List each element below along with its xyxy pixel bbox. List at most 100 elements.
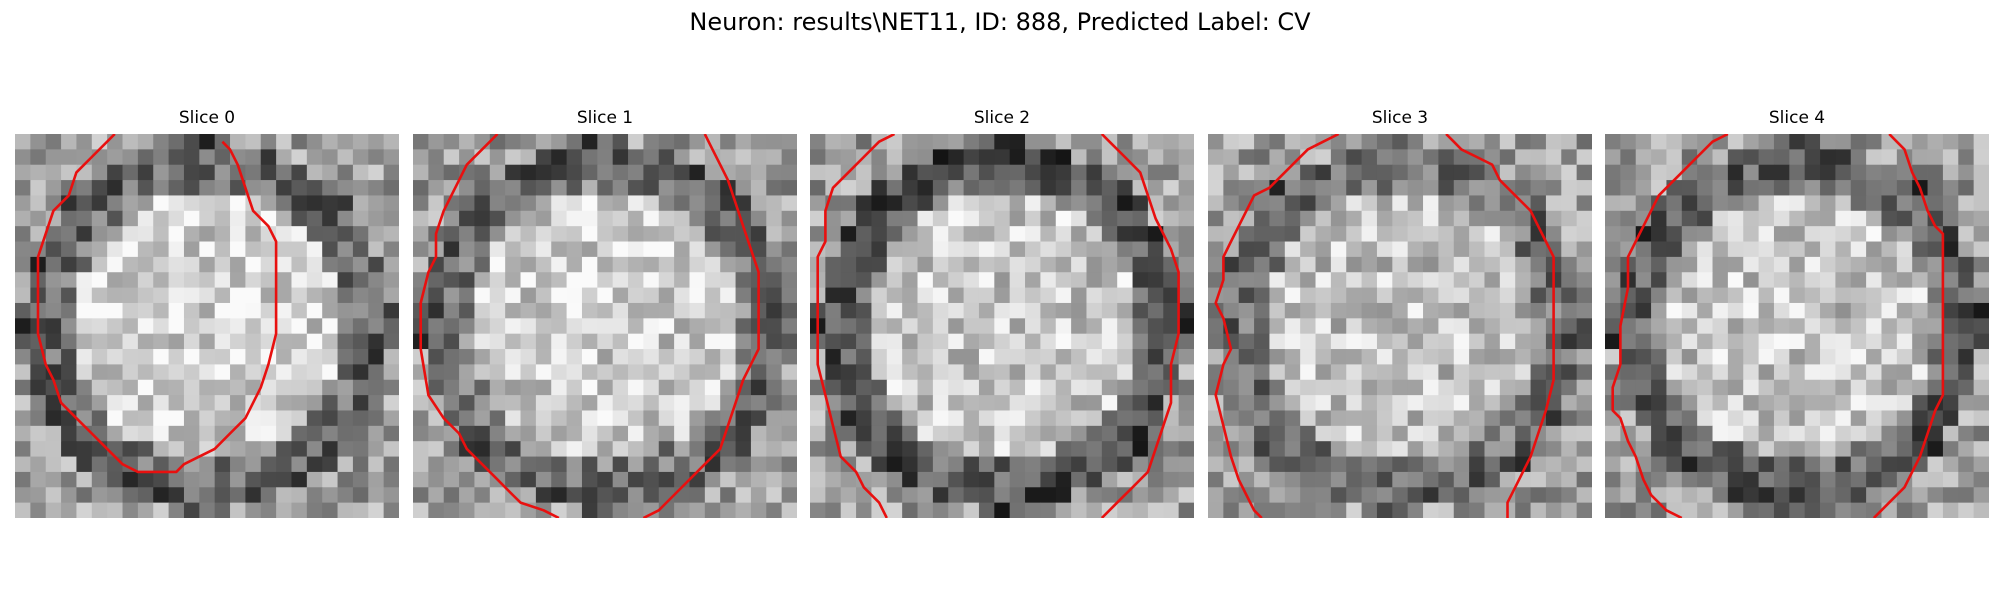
pixel	[581, 149, 598, 166]
pixel	[1773, 471, 1790, 488]
pixel	[1423, 349, 1439, 365]
pixel	[230, 134, 246, 150]
pixel	[15, 210, 31, 227]
pixel	[1407, 441, 1424, 457]
pixel	[291, 210, 308, 227]
pixel	[994, 210, 1011, 227]
pixel	[932, 180, 949, 196]
pixel	[1758, 471, 1775, 488]
pixel	[1499, 487, 1516, 504]
pixel	[1758, 425, 1775, 442]
pixel	[1315, 471, 1332, 488]
pixel	[15, 241, 31, 258]
pixel	[1453, 456, 1470, 473]
pixel	[520, 487, 537, 504]
pixel	[306, 456, 323, 473]
pixel	[1484, 456, 1501, 473]
pixel	[1896, 302, 1913, 319]
pixel	[720, 195, 736, 212]
pixel	[413, 487, 429, 504]
pixel	[948, 456, 964, 473]
pixel	[137, 441, 154, 457]
pixel	[1269, 471, 1286, 488]
pixel	[1376, 318, 1393, 335]
pixel	[459, 210, 475, 227]
pixel	[781, 195, 797, 212]
pixel	[735, 410, 752, 427]
pixel	[368, 287, 385, 304]
pixel	[520, 349, 537, 365]
pixel	[1086, 226, 1103, 242]
pixel	[337, 272, 354, 288]
pixel	[917, 395, 934, 411]
pixel	[1561, 164, 1578, 181]
pixel	[1376, 180, 1393, 196]
pixel	[948, 349, 964, 365]
pixel	[643, 164, 660, 181]
pixel	[643, 226, 660, 242]
pixel	[1300, 241, 1316, 258]
pixel	[1651, 364, 1667, 381]
pixel	[45, 349, 62, 365]
pixel	[1423, 379, 1439, 396]
pixel	[1330, 149, 1347, 166]
segmentation-contour	[1611, 134, 1729, 518]
pixel	[1438, 241, 1455, 258]
pixel	[612, 302, 629, 319]
pixel	[825, 149, 842, 166]
pixel	[1681, 410, 1698, 427]
pixel	[917, 272, 934, 288]
pixel	[566, 502, 583, 518]
pixel	[871, 226, 888, 242]
pixel	[1743, 195, 1759, 212]
pixel	[1101, 471, 1118, 488]
pixel	[1545, 226, 1562, 242]
pixel	[1697, 210, 1713, 227]
pixel	[383, 395, 399, 411]
pixel	[1942, 349, 1959, 365]
pixel	[91, 226, 108, 242]
pixel	[1208, 456, 1224, 473]
pixel	[61, 456, 77, 473]
pixel	[337, 134, 354, 150]
pixel	[1576, 134, 1592, 150]
pixel	[1561, 364, 1578, 381]
pixel	[810, 241, 826, 258]
pixel	[1040, 349, 1057, 365]
pixel	[1163, 210, 1180, 227]
pixel	[658, 195, 675, 212]
pixel	[1835, 241, 1852, 258]
pixel	[1453, 210, 1470, 227]
pixel	[886, 395, 903, 411]
pixel	[1499, 226, 1516, 242]
pixel	[1530, 256, 1547, 273]
pixel	[1835, 456, 1852, 473]
pixel	[230, 241, 246, 258]
pixel	[260, 256, 277, 273]
pixel	[1835, 149, 1852, 166]
pixel	[1484, 164, 1501, 181]
pixel	[1361, 287, 1378, 304]
pixel	[153, 210, 169, 227]
pixel	[1101, 410, 1118, 427]
pixel	[597, 256, 614, 273]
pixel	[443, 241, 460, 258]
pixel	[932, 318, 949, 335]
pixel	[337, 487, 354, 504]
pixel	[1346, 318, 1362, 335]
pixel	[276, 302, 292, 319]
pixel	[658, 318, 675, 335]
pixel	[871, 272, 888, 288]
pixel	[1973, 256, 1989, 273]
pixel	[1561, 441, 1578, 457]
pixel	[1361, 134, 1378, 150]
pixel	[994, 302, 1011, 319]
pixel	[750, 364, 767, 381]
pixel	[1942, 456, 1959, 473]
pixel	[1912, 364, 1928, 381]
pixel	[856, 364, 872, 381]
pixel	[1269, 256, 1286, 273]
pixel	[322, 272, 338, 288]
pixel	[1163, 471, 1180, 488]
pixel	[932, 302, 949, 319]
